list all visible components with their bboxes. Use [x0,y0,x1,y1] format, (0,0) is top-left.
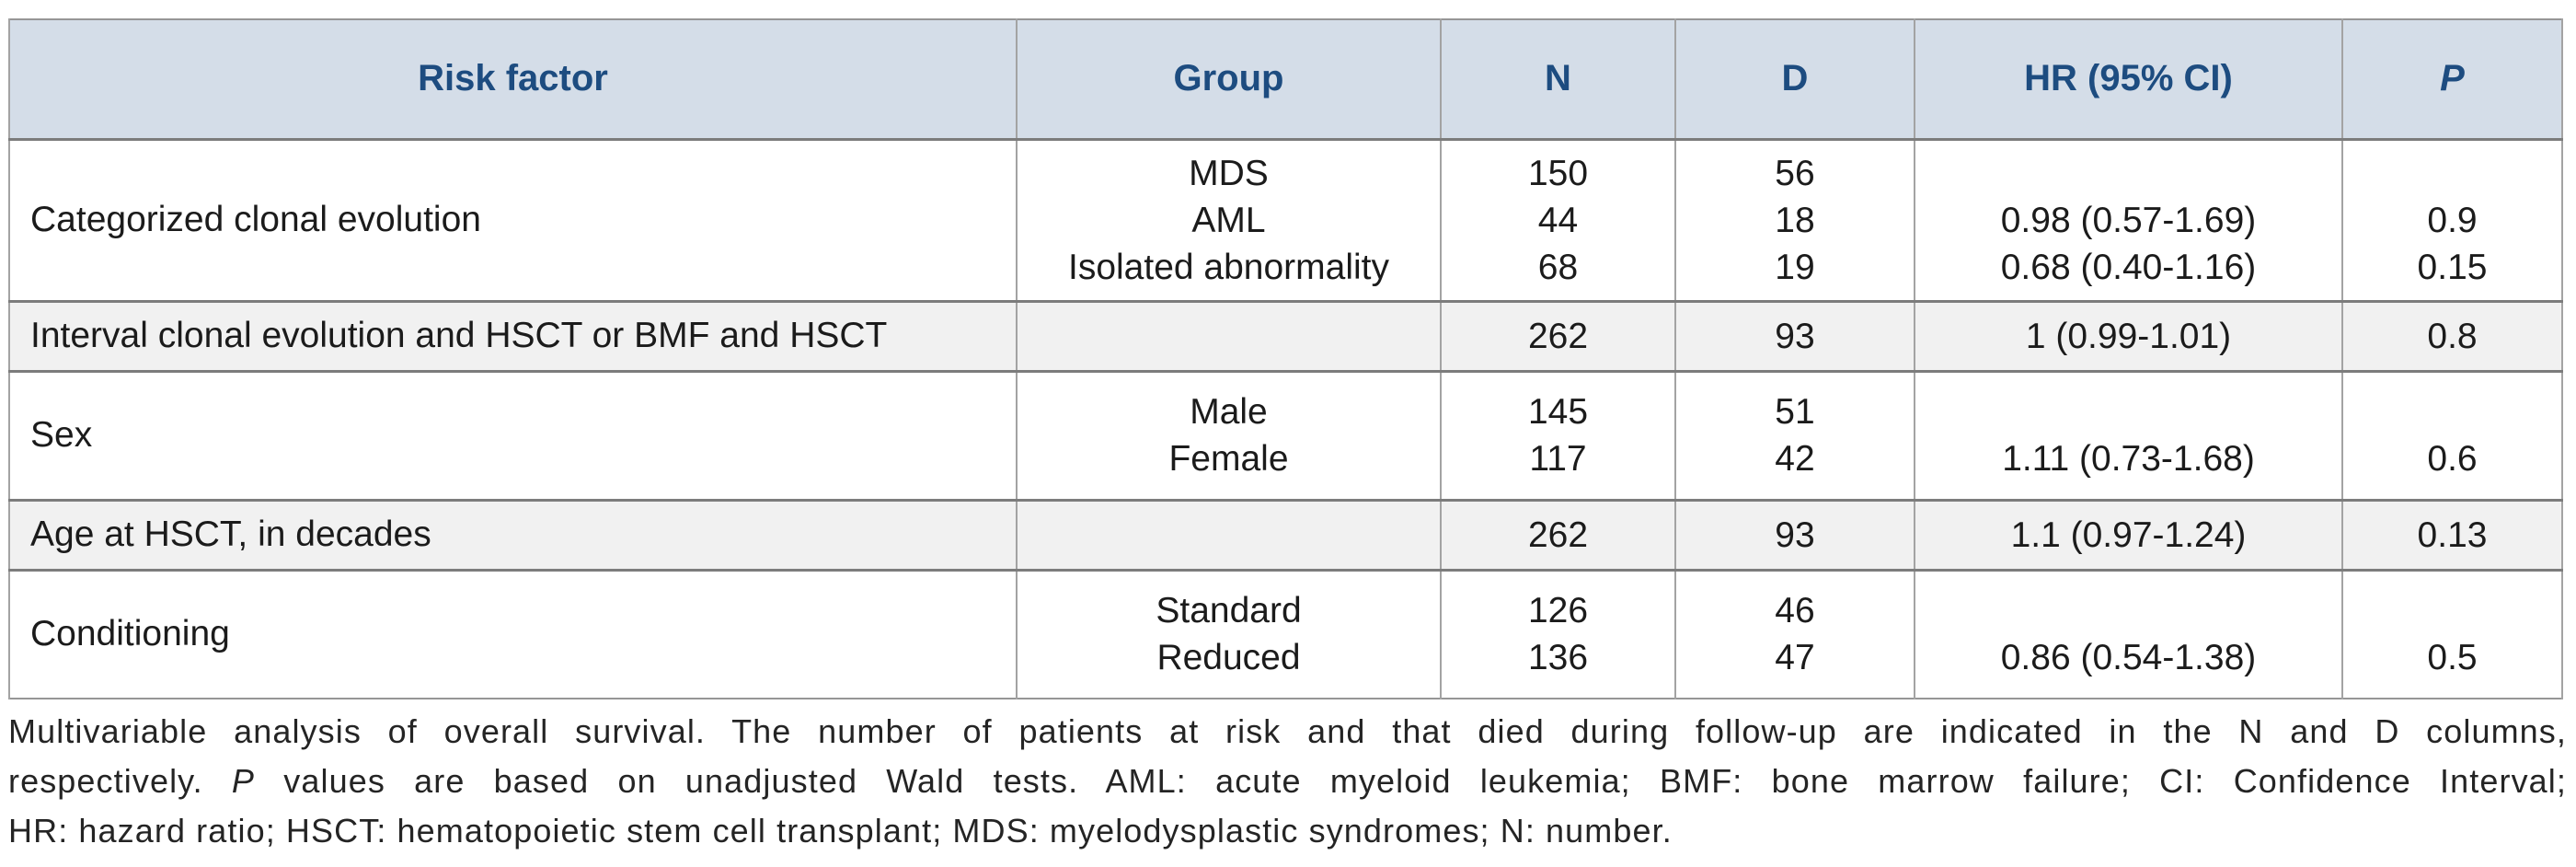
cell-line: 117 [1529,439,1587,479]
table-row: Categorized clonal evolution MDS AML Isolat… [8,139,2563,301]
cell-line: 19 [1775,247,1815,287]
p-cell: 0.5 [2341,570,2563,699]
cell-line: 1.1 (0.97-1.24) [2010,514,2247,555]
cell-line: 93 [1775,514,1815,555]
table-row: Age at HSCT, in decades 262 93 1.1 (0.97-1.… [8,500,2563,570]
d-cell: 93 [1674,500,1915,570]
column-header-group: Group [1016,19,1442,139]
footnote-line-3: HR: hazard ratio; HSCT: hematopoietic st… [8,812,1673,850]
cell-line [1018,313,1440,360]
cell-line [1915,587,2341,634]
cell-line: 0.8 [2427,316,2478,356]
cell-line: 126 [1527,591,1589,631]
table-footnote: Multivariable analysis of overall surviv… [8,707,2567,856]
column-header-n: N [1440,19,1676,139]
survival-analysis-table-wrap: Risk factor Group N D HR (95% CI) P Cate… [8,18,2563,699]
n-cell: 262 [1440,301,1676,371]
cell-line [1915,150,2341,197]
cell-line: 51 [1775,392,1815,432]
cell-line: 0.6 [2427,439,2478,479]
cell-line: Male [1190,392,1268,432]
cell-line: 0.13 [2417,514,2488,555]
cell-line: 0.98 (0.57-1.69) [2000,200,2257,240]
cell-line [2343,587,2561,634]
cell-line: MDS [1189,153,1269,193]
cell-line: Reduced [1156,638,1301,678]
cell-line: 145 [1527,392,1589,432]
d-cell: 46 47 [1674,570,1915,699]
survival-analysis-table: Risk factor Group N D HR (95% CI) P Cate… [8,18,2563,699]
hr-cell: 1.11 (0.73-1.68) [1914,371,2343,500]
cell-line: 1 (0.99-1.01) [2025,316,2232,356]
risk-factor-cell: Categorized clonal evolution [8,139,1018,301]
cell-line: 136 [1527,638,1589,678]
hr-cell: 0.98 (0.57-1.69) 0.68 (0.40-1.16) [1914,139,2343,301]
table-row: Conditioning Standard Reduced 126 136 46 47 0.8… [8,570,2563,699]
n-cell: 126 136 [1440,570,1676,699]
cell-line: 0.9 [2427,200,2478,240]
cell-line: AML [1191,200,1266,240]
table-row: Sex Male Female 145 117 51 42 1.11 (0.73-1.68) 0… [8,371,2563,500]
cell-line: 44 [1537,200,1579,240]
d-cell: 51 42 [1674,371,1915,500]
cell-line: 0.68 (0.40-1.16) [2000,247,2257,287]
risk-factor-cell: Age at HSCT, in decades [8,500,1018,570]
cell-line: 47 [1775,638,1815,678]
p-cell: 0.8 [2341,301,2563,371]
table-body: Categorized clonal evolution MDS AML Isolat… [8,139,2563,699]
p-cell: 0.6 [2341,371,2563,500]
cell-line: 0.5 [2427,638,2478,678]
cell-line: Standard [1156,591,1302,631]
p-cell: 0.9 0.15 [2341,139,2563,301]
group-cell: Male Female [1016,371,1442,500]
table-row: Interval clonal evolution and HSCT or BM… [8,301,2563,371]
cell-line: Isolated abnormality [1067,247,1390,287]
cell-line: 68 [1537,247,1579,287]
p-cell: 0.13 [2341,500,2563,570]
hr-cell: 0.86 (0.54-1.38) [1914,570,2343,699]
hr-cell: 1.1 (0.97-1.24) [1914,500,2343,570]
column-header-risk-factor: Risk factor [8,19,1018,139]
cell-line: 42 [1775,439,1815,479]
cell-line: 262 [1527,514,1589,555]
footnote-p-italic: P [231,762,256,800]
d-cell: 56 18 19 [1674,139,1915,301]
n-cell: 145 117 [1440,371,1676,500]
cell-line: 0.86 (0.54-1.38) [2000,638,2257,678]
cell-line [1915,388,2341,435]
risk-factor-cell: Interval clonal evolution and HSCT or BM… [8,301,1018,371]
footnote-line-2-post: values are based on unadjusted Wald test… [255,762,2567,800]
column-header-p: P [2341,19,2563,139]
cell-line: 150 [1527,153,1589,193]
group-cell: MDS AML Isolated abnormality [1016,139,1442,301]
cell-line: 0.15 [2417,247,2488,287]
footnote-line-2: respectively. P values are based on unad… [8,757,2567,806]
cell-line [1018,512,1440,559]
cell-line: 56 [1775,153,1815,193]
group-cell [1016,500,1442,570]
cell-line [2343,388,2561,435]
cell-line: 18 [1775,200,1815,240]
hr-cell: 1 (0.99-1.01) [1914,301,2343,371]
n-cell: 262 [1440,500,1676,570]
risk-factor-cell: Conditioning [8,570,1018,699]
cell-line: 93 [1775,316,1815,356]
n-cell: 150 44 68 [1440,139,1676,301]
cell-line: Female [1168,439,1289,479]
d-cell: 93 [1674,301,1915,371]
group-cell [1016,301,1442,371]
column-header-hr: HR (95% CI) [1914,19,2343,139]
column-header-d: D [1674,19,1915,139]
header-row: Risk factor Group N D HR (95% CI) P [8,19,2563,139]
cell-line: 46 [1775,591,1815,631]
cell-line: 1.11 (0.73-1.68) [2002,439,2255,479]
table-header: Risk factor Group N D HR (95% CI) P [8,19,2563,139]
footnote-line-1: Multivariable analysis of overall surviv… [8,712,2567,750]
group-cell: Standard Reduced [1016,570,1442,699]
footnote-line-2-pre: respectively. [8,762,232,800]
cell-line: 262 [1527,316,1589,356]
risk-factor-cell: Sex [8,371,1018,500]
cell-line [2343,150,2561,197]
